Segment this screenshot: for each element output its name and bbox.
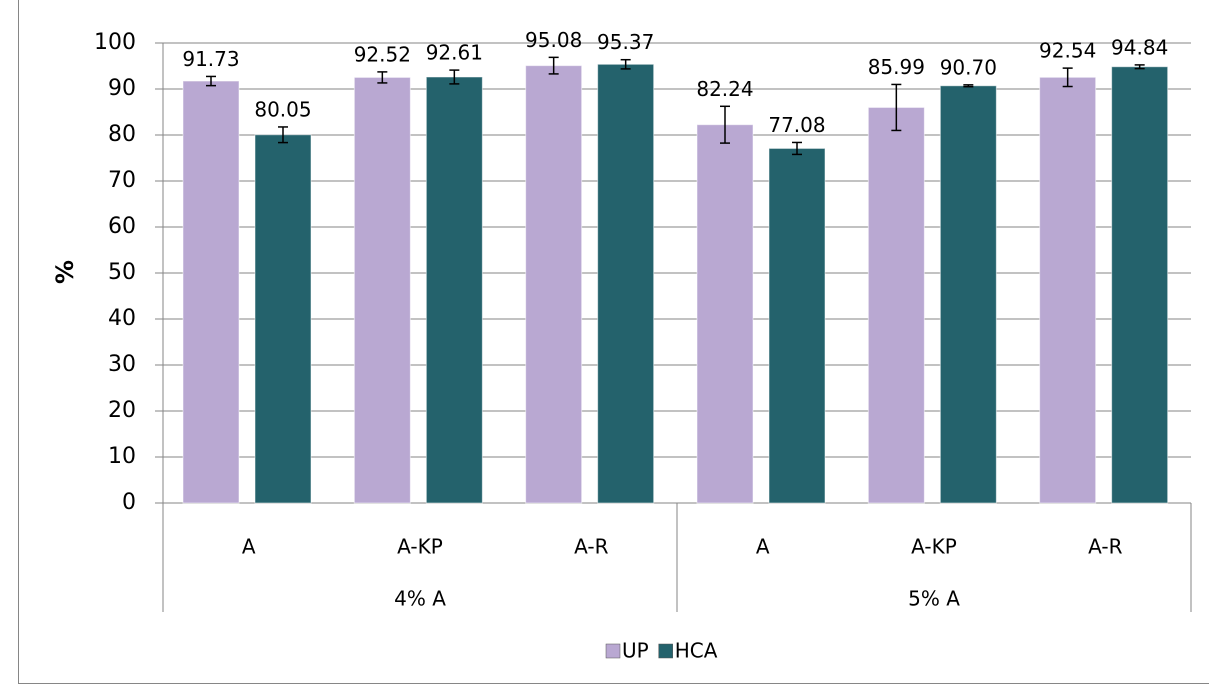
x-tick-label: A-KP [397, 535, 443, 559]
x-tick-label: A [242, 535, 256, 559]
bar [939, 85, 997, 504]
y-tick-label: 20 [108, 398, 136, 423]
error-bar [548, 56, 559, 75]
y-tick-label: 70 [108, 168, 136, 193]
data-label: 77.08 [768, 113, 825, 137]
y-tick-label: 90 [108, 76, 136, 101]
error-bar [377, 71, 388, 84]
data-label: 95.08 [525, 28, 582, 52]
error-bar [963, 84, 974, 88]
y-tick-label: 30 [108, 352, 136, 377]
bar [597, 63, 655, 504]
x-tick-label: A-R [574, 535, 608, 559]
data-label: 95.37 [597, 30, 654, 54]
bar [1039, 76, 1097, 504]
data-label: 92.52 [354, 42, 411, 66]
y-axis-label: % [51, 260, 79, 284]
bar [182, 80, 240, 504]
error-bar [1062, 67, 1073, 88]
x-tick-label: A-KP [911, 535, 957, 559]
error-bar [720, 105, 730, 144]
error-bar [891, 83, 902, 132]
group-label: 4% A [394, 587, 446, 611]
data-label: 80.05 [254, 97, 311, 121]
data-label: 90.70 [940, 55, 997, 79]
group-label: 5% A [908, 587, 960, 611]
y-tick-label: 0 [122, 490, 136, 515]
bar [696, 124, 754, 504]
bar [353, 76, 411, 504]
error-bar [449, 69, 460, 85]
data-label: 92.61 [426, 41, 483, 65]
error-bar [792, 141, 802, 156]
error-bar [620, 58, 631, 70]
data-label: 91.73 [182, 47, 239, 71]
bar [425, 76, 483, 504]
y-tick-label: 50 [108, 260, 136, 285]
error-bar [278, 126, 288, 144]
y-tick-label: 100 [94, 30, 136, 55]
x-tick-label: A [756, 535, 770, 559]
data-label: 92.54 [1039, 39, 1096, 63]
bar [867, 106, 925, 504]
legend-label: UP [622, 639, 649, 663]
y-tick-label: 10 [108, 444, 136, 469]
legend-swatch [605, 643, 621, 659]
bar [525, 65, 583, 504]
data-label: 85.99 [868, 55, 925, 79]
bar [768, 147, 826, 504]
legend-label: HCA [675, 639, 718, 663]
y-tick-label: 60 [108, 214, 136, 239]
legend-swatch [658, 643, 673, 659]
data-label: 94.84 [1111, 35, 1168, 59]
bar [1111, 66, 1169, 504]
y-tick-label: 80 [108, 122, 136, 147]
data-label: 82.24 [696, 77, 753, 101]
bar [254, 134, 312, 504]
x-tick-label: A-R [1088, 535, 1122, 559]
error-bar [1134, 64, 1145, 70]
error-bar [206, 75, 216, 87]
y-tick-label: 40 [108, 306, 136, 331]
